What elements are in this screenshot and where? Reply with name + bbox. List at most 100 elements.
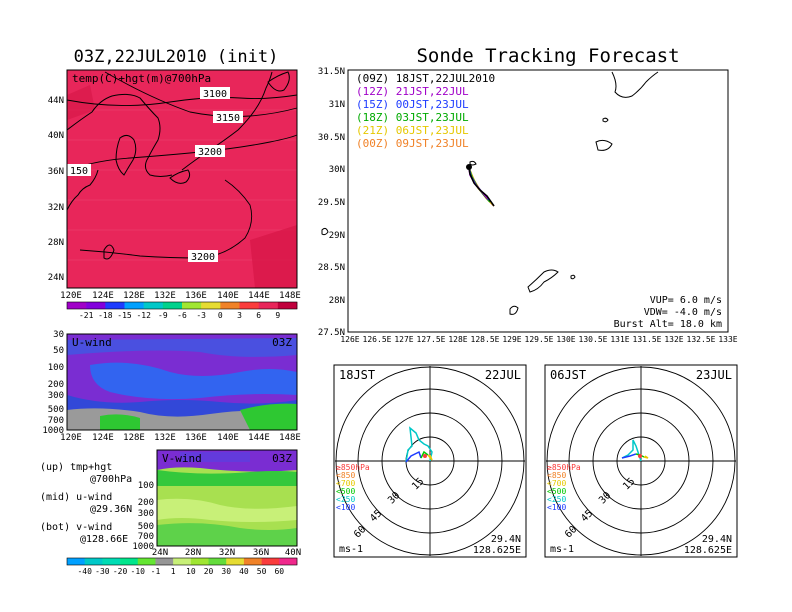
wind-colorbar-swatch — [190, 558, 209, 565]
lat-tick: 40N — [48, 131, 64, 141]
level-tick: 500 — [48, 405, 64, 415]
lon-tick: 131E — [610, 335, 629, 344]
level-tick: 300 — [48, 391, 64, 401]
level-tick: 1000 — [42, 426, 64, 436]
legend-12z: (12Z) 21JST,22JUL — [356, 85, 469, 98]
lon-tick: 140E — [217, 433, 239, 443]
wind-colorbar-label: -1 — [151, 567, 161, 576]
level-tick: 300 — [138, 509, 154, 519]
legend-15z: (15Z) 00JST,23JUL — [356, 98, 469, 111]
hodograph-2-lat: 29.4N — [702, 534, 732, 545]
lat-tick: 32N — [219, 548, 235, 558]
wind-colorbar-swatch — [261, 558, 280, 565]
wind-colorbar-label: 10 — [186, 567, 196, 576]
contour-label-3200a: 3200 — [198, 147, 222, 158]
temp-colorbar-label: 3 — [237, 311, 242, 320]
wind-colorbar-swatch — [173, 558, 192, 565]
temp-colorbar-swatch — [67, 302, 87, 309]
vup-text: VUP= 6.0 m/s — [650, 295, 722, 306]
wind-colorbar-swatch — [243, 558, 262, 565]
legend-lt250: <250 — [547, 495, 566, 504]
temp-colorbar-swatch — [239, 302, 259, 309]
legend-lt700: <700 — [547, 479, 566, 488]
legend-18z: (18Z) 03JST,23JUL — [356, 111, 469, 124]
side-label-mid: (mid) u-wind — [40, 492, 112, 503]
lon-tick: 128E — [123, 291, 145, 301]
side-label-bot: (bot) v-wind — [40, 522, 112, 533]
temp-colorbar-swatch — [182, 302, 202, 309]
burst-alt-text: Burst Alt= 18.0 km — [614, 319, 722, 330]
temp-height-map: 3100 3150 3200 3200 150 temp(C)+hgt(m)@7… — [48, 69, 301, 301]
lon-tick: 128.5E — [471, 335, 500, 344]
lon-tick: 130.5E — [579, 335, 608, 344]
level-tick: 200 — [138, 498, 154, 508]
lat-tick: 28N — [185, 548, 201, 558]
lat-tick: 31N — [329, 100, 345, 110]
v-wind-label: V-wind — [162, 452, 202, 465]
temp-colorbar-swatch — [124, 302, 144, 309]
track-map: (09Z) 18JST,22JUL2010 (12Z) 21JST,22JUL … — [318, 67, 738, 344]
island-kyushu — [611, 71, 659, 98]
v-wind-frame — [156, 449, 298, 547]
legend-00z: (00Z) 09JST,23JUL — [356, 137, 469, 150]
legend-lt250: <250 — [336, 495, 355, 504]
legend-lt850: <850 — [336, 471, 355, 480]
lat-tick: 24N — [152, 548, 168, 558]
legend-lt100: <100 — [336, 503, 355, 512]
hodograph-2-lon: 128.625E — [684, 545, 732, 556]
temp-colorbar-swatch — [220, 302, 240, 309]
u-wind-time: 03Z — [272, 336, 292, 349]
lon-tick: 148E — [279, 291, 301, 301]
lon-tick: 133E — [718, 335, 737, 344]
wind-colorbar-swatch — [226, 558, 245, 565]
v-wind-time: 03Z — [272, 452, 292, 465]
v-wind-panel: V-wind 03Z 100 200 300 500 700 1000 24N … — [132, 449, 301, 558]
level-tick: 30 — [53, 330, 64, 340]
lon-tick: 132.5E — [687, 335, 716, 344]
temp-colorbar-label: 6 — [256, 311, 261, 320]
lat-tick: 29.5N — [318, 198, 345, 208]
island-tokunoshima — [509, 305, 519, 315]
level-tick: 500 — [138, 522, 154, 532]
legend-lt500: <500 — [336, 487, 355, 496]
wind-colorbar-label: 60 — [274, 567, 284, 576]
coastline-china-east — [66, 169, 99, 211]
level-tick: 50 — [53, 346, 64, 356]
lon-tick: 124E — [92, 433, 114, 443]
temp-colorbar-swatch — [162, 302, 183, 309]
wind-colorbar-swatch — [279, 558, 298, 565]
coastline-taiwan — [103, 244, 115, 260]
hodograph-1-unit: ms-1 — [339, 544, 363, 555]
coastline-korea — [115, 134, 137, 176]
lat-tick: 28N — [48, 238, 64, 248]
vdw-text: VDW= -4.0 m/s — [644, 307, 722, 318]
hodograph-2-legend: ≥850hPa <850 <700 <500 <250 <100 — [547, 463, 581, 512]
temp-colorbar-frame — [66, 301, 298, 310]
side-label-bot-sub: @128.66E — [80, 534, 128, 545]
temperature-colorbar: -21 -18 -15 -12 -9 -6 -3 0 3 6 9 — [66, 301, 298, 320]
lon-tick: 127E — [394, 335, 413, 344]
u-wind-panel: U-wind 03Z 30 50 100 200 300 500 700 100… — [42, 330, 301, 443]
lat-tick: 28.5N — [318, 263, 345, 273]
hodograph-1-date: 22JUL — [485, 368, 521, 382]
wind-colorbar-label: -30 — [95, 567, 110, 576]
lat-tick: 36N — [48, 167, 64, 177]
wind-colorbar-swatch — [102, 558, 121, 565]
sonde-tracks — [468, 167, 495, 207]
wind-colorbar-label: -20 — [113, 567, 128, 576]
wind-colorbar: -40 -30 -20 -10 -1 1 10 20 30 40 50 60 — [66, 557, 298, 576]
level-tick: 100 — [138, 481, 154, 491]
lon-tick: 124E — [92, 291, 114, 301]
left-title: 03Z,22JUL2010 (init) — [74, 47, 279, 67]
lon-tick: 131.5E — [633, 335, 662, 344]
legend-lt500: <500 — [547, 487, 566, 496]
wind-colorbar-label: 50 — [257, 567, 267, 576]
lat-tick: 24N — [48, 273, 64, 283]
lon-tick: 130E — [556, 335, 575, 344]
level-tick: 100 — [48, 363, 64, 373]
temp-colorbar-label: 9 — [275, 311, 280, 320]
temp-colorbar-label: -9 — [158, 311, 168, 320]
lon-tick: 148E — [279, 433, 301, 443]
legend-850plus: ≥850hPa — [336, 463, 370, 472]
